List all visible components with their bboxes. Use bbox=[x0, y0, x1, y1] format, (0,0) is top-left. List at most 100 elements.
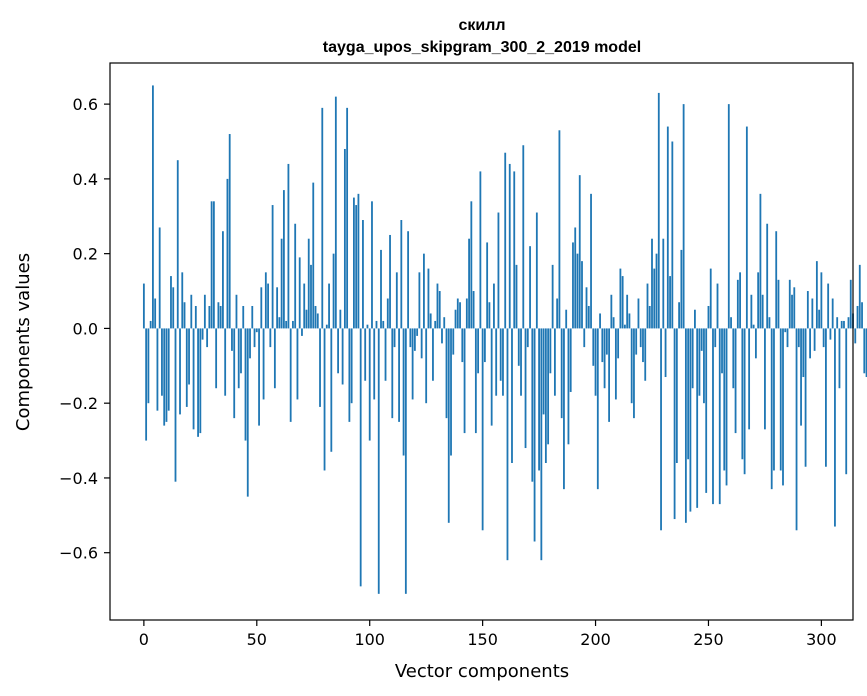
bar bbox=[511, 328, 513, 463]
bar bbox=[145, 328, 148, 441]
bar bbox=[452, 328, 455, 355]
bar bbox=[267, 283, 269, 329]
bar bbox=[825, 328, 827, 467]
bar bbox=[633, 328, 635, 419]
bar bbox=[635, 328, 638, 355]
bar bbox=[827, 283, 830, 329]
y-axis-ticks: −0.6 −0.4 −0.2 0.0 0.2 0.4 0.6 bbox=[59, 95, 110, 563]
bar bbox=[493, 283, 495, 329]
bar bbox=[287, 163, 290, 329]
bar bbox=[375, 320, 378, 329]
bar bbox=[436, 283, 439, 329]
bar bbox=[242, 305, 245, 329]
bar bbox=[382, 320, 385, 329]
bar bbox=[384, 328, 387, 381]
bar bbox=[328, 283, 330, 329]
chart-title: скилл bbox=[458, 17, 505, 34]
bar bbox=[432, 328, 434, 381]
bar bbox=[456, 298, 459, 329]
bar bbox=[479, 171, 482, 329]
bar bbox=[858, 264, 861, 329]
bar bbox=[395, 272, 398, 329]
bar bbox=[766, 223, 769, 329]
bar bbox=[754, 328, 757, 359]
bar bbox=[739, 272, 741, 329]
x-axis-label: Vector components bbox=[395, 661, 569, 682]
bar bbox=[549, 328, 552, 374]
bar bbox=[694, 309, 696, 329]
bar bbox=[273, 328, 276, 389]
bar bbox=[235, 294, 238, 329]
bar bbox=[515, 264, 518, 329]
bar bbox=[669, 276, 671, 329]
bar bbox=[517, 328, 520, 366]
bar bbox=[400, 220, 403, 329]
bar bbox=[154, 298, 157, 329]
bar bbox=[423, 253, 425, 329]
bar bbox=[483, 328, 486, 363]
bar bbox=[560, 328, 563, 419]
bar bbox=[619, 268, 622, 329]
y-axis-label: Components values bbox=[13, 253, 34, 431]
bar bbox=[152, 85, 154, 329]
bar bbox=[142, 283, 145, 329]
bar bbox=[490, 328, 493, 426]
bar bbox=[486, 242, 489, 329]
bar bbox=[547, 328, 550, 445]
y-tick-label: 0.4 bbox=[73, 170, 98, 189]
bar bbox=[614, 328, 617, 400]
bar bbox=[438, 291, 441, 329]
bar bbox=[425, 328, 428, 404]
bar bbox=[348, 328, 351, 422]
bar bbox=[470, 201, 473, 329]
bar bbox=[736, 279, 739, 329]
bar bbox=[680, 249, 683, 329]
bar bbox=[420, 328, 423, 359]
bar bbox=[149, 320, 152, 329]
bar bbox=[551, 264, 554, 329]
bar bbox=[786, 328, 789, 348]
bar bbox=[404, 328, 407, 594]
bar bbox=[730, 317, 732, 329]
bar bbox=[373, 328, 376, 400]
bar bbox=[854, 328, 857, 344]
bar bbox=[197, 328, 199, 437]
bar bbox=[251, 305, 254, 329]
bar bbox=[608, 328, 610, 422]
bar bbox=[802, 328, 805, 378]
bar bbox=[350, 328, 353, 404]
bar bbox=[409, 328, 412, 348]
bar bbox=[264, 272, 267, 329]
bar bbox=[727, 104, 730, 329]
bar bbox=[599, 313, 601, 329]
bar bbox=[811, 298, 814, 329]
bar bbox=[276, 287, 279, 329]
bar bbox=[759, 193, 762, 329]
y-tick-label: 0.0 bbox=[73, 319, 98, 338]
bar bbox=[605, 328, 608, 355]
bar bbox=[427, 268, 430, 329]
bar bbox=[253, 328, 256, 348]
bar bbox=[271, 205, 274, 329]
bar bbox=[314, 305, 317, 329]
x-tick-label: 100 bbox=[354, 630, 385, 649]
bar bbox=[226, 178, 229, 329]
bar bbox=[779, 328, 782, 471]
x-tick-label: 150 bbox=[467, 630, 498, 649]
bar bbox=[176, 160, 179, 329]
bar bbox=[791, 294, 793, 329]
bar bbox=[504, 152, 507, 329]
bar bbox=[179, 328, 181, 415]
bar bbox=[522, 145, 525, 329]
bar bbox=[725, 328, 728, 486]
bar bbox=[657, 92, 660, 329]
bar bbox=[319, 328, 321, 407]
bar bbox=[714, 328, 717, 348]
bar bbox=[743, 328, 746, 475]
y-tick-label: −0.2 bbox=[59, 394, 98, 413]
bar bbox=[815, 261, 818, 329]
bar bbox=[646, 283, 649, 329]
bar bbox=[603, 328, 606, 389]
bar bbox=[465, 298, 468, 329]
bar bbox=[666, 126, 669, 329]
